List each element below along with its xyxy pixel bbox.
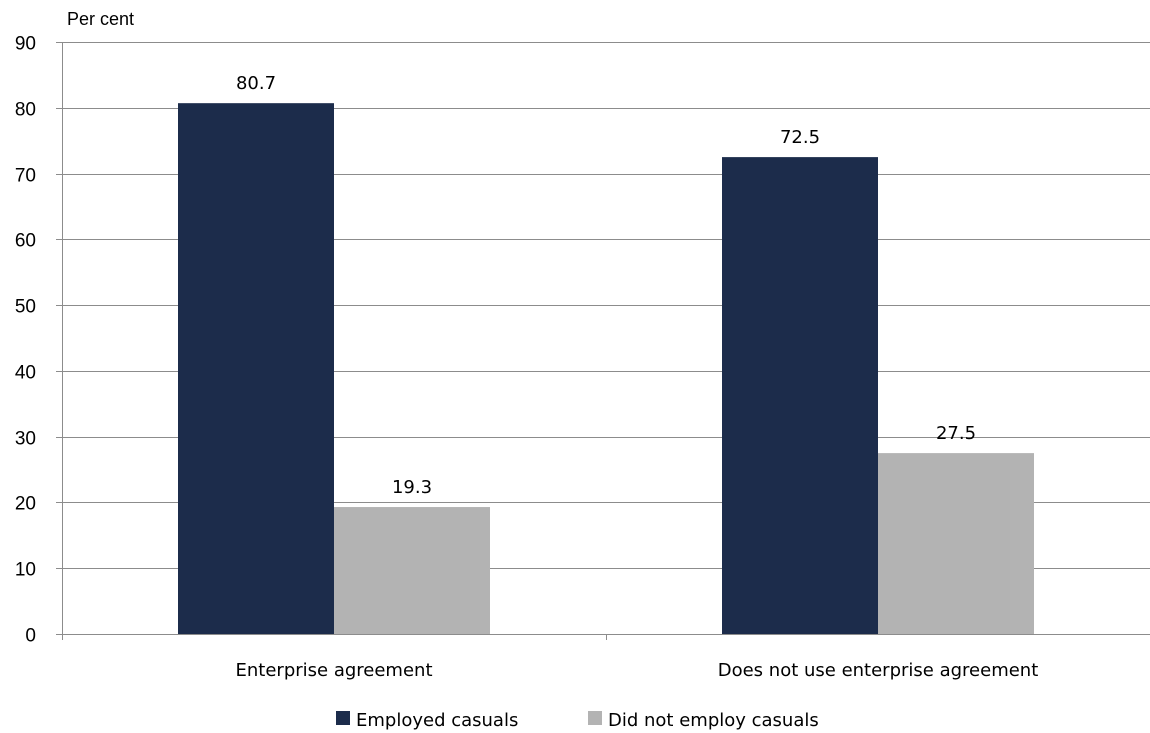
legend-swatch	[336, 711, 350, 725]
y-tick-label: 90	[15, 34, 36, 55]
bar	[722, 157, 878, 634]
data-label: 80.7	[236, 73, 276, 94]
y-axis-unit-label: Per cent	[67, 9, 134, 29]
y-tick-label: 80	[15, 100, 36, 121]
y-tick-label: 40	[15, 363, 36, 384]
y-tick-label: 70	[15, 166, 36, 187]
x-category-label: Enterprise agreement	[236, 660, 433, 681]
y-tick-label: 20	[15, 494, 36, 515]
legend-label: Employed casuals	[356, 710, 518, 731]
y-tick-label: 0	[25, 626, 36, 647]
bars: 80.7 19.3 72.5 27.5	[178, 73, 1034, 634]
y-axis: 0 10 20 30 40 50 60 70 80 90	[15, 34, 63, 647]
y-tick-label: 50	[15, 297, 36, 318]
y-tick-label: 60	[15, 231, 36, 252]
y-tick-label: 30	[15, 429, 36, 450]
bar	[878, 453, 1034, 634]
legend: Employed casuals Did not employ casuals	[336, 710, 819, 731]
bar	[178, 103, 334, 634]
x-axis: Enterprise agreement Does not use enterpr…	[62, 634, 1150, 681]
x-category-label: Does not use enterprise agreement	[718, 660, 1039, 681]
y-tick-label: 10	[15, 560, 36, 581]
bar	[334, 507, 490, 634]
data-label: 19.3	[392, 477, 432, 498]
data-label: 72.5	[780, 127, 820, 148]
legend-label: Did not employ casuals	[608, 710, 819, 731]
data-label: 27.5	[936, 423, 976, 444]
legend-swatch	[588, 711, 602, 725]
